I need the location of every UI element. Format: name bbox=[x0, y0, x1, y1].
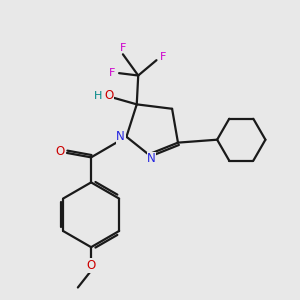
Text: N: N bbox=[147, 152, 156, 165]
Text: F: F bbox=[109, 68, 115, 78]
Text: F: F bbox=[160, 52, 166, 62]
Text: O: O bbox=[104, 89, 113, 102]
Text: O: O bbox=[86, 259, 96, 272]
Text: H: H bbox=[94, 91, 103, 101]
Text: F: F bbox=[120, 43, 126, 53]
Text: N: N bbox=[116, 130, 125, 143]
Text: O: O bbox=[56, 145, 65, 158]
